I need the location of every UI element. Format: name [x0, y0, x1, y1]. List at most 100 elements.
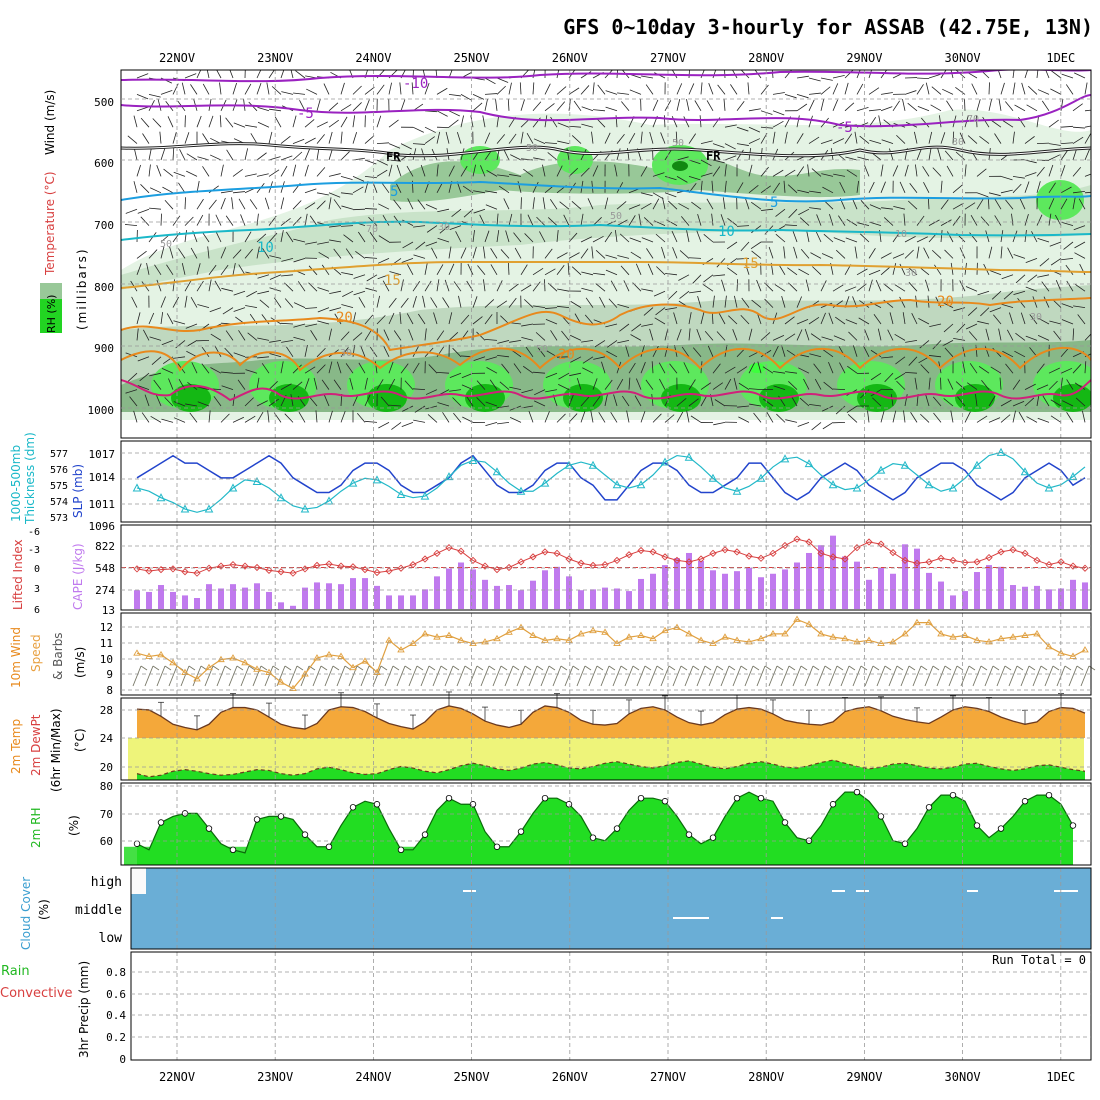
wind-barb	[756, 665, 766, 687]
li-point	[409, 561, 417, 569]
wind-barb	[748, 328, 753, 341]
wind-barb	[1060, 198, 1068, 210]
wind-barb	[376, 115, 382, 128]
wind-barb	[328, 192, 341, 198]
wind-barb	[336, 665, 346, 687]
cloud-level-low: low	[99, 931, 123, 946]
wind-barb-flag	[476, 665, 484, 671]
wind-barb	[952, 215, 961, 226]
wind-barb	[648, 665, 658, 687]
wind-barb	[214, 346, 222, 357]
wind-barb	[923, 181, 930, 193]
wind-barb	[984, 345, 990, 357]
wind-speed-point	[1069, 652, 1077, 659]
wind-barb	[580, 167, 590, 177]
rh-point	[637, 794, 645, 802]
wind-barb	[133, 148, 138, 161]
wind-barb	[621, 101, 630, 112]
wind-barb	[655, 307, 666, 316]
wind-barb	[688, 133, 697, 144]
wind-barb	[340, 176, 353, 180]
wind-barb	[269, 274, 282, 280]
wind-barb	[796, 115, 800, 128]
wind-barb	[532, 181, 539, 193]
wind-barb	[1041, 100, 1050, 112]
wind-barb	[160, 213, 162, 226]
wind-barb	[916, 215, 925, 226]
wind-barb	[940, 219, 952, 226]
wind-barb	[952, 131, 955, 144]
wind-barb	[256, 152, 267, 161]
wind-barb	[306, 88, 318, 95]
wind-barb	[844, 286, 857, 292]
wind-barb	[762, 366, 774, 374]
wind-barb	[1072, 364, 1082, 374]
wind-barb	[908, 282, 918, 292]
wind-barb-flag	[464, 665, 472, 671]
wind-barb	[352, 85, 362, 95]
wind-speed-point	[169, 658, 177, 666]
wind-barb	[208, 185, 219, 194]
wind-speed-point	[493, 634, 501, 642]
wind-barb	[271, 86, 282, 95]
wind-barb	[127, 372, 138, 382]
wind-speed-point	[361, 657, 369, 664]
wind-barb	[889, 148, 894, 161]
wind-barb	[430, 297, 438, 308]
wind-barb	[432, 665, 442, 687]
wind-barb-flag	[548, 665, 556, 671]
wind-barb	[940, 180, 943, 193]
wind-barb	[222, 307, 234, 315]
li-point	[925, 558, 933, 566]
wind-barb	[237, 379, 246, 390]
wind-barb	[244, 148, 249, 161]
thick-tick-575: 575	[50, 481, 68, 492]
wind-barb	[856, 283, 867, 292]
wind-barb	[868, 181, 875, 193]
wind-barb	[1001, 303, 1014, 308]
wind-barb	[349, 377, 354, 390]
wind-speed-point	[685, 630, 693, 637]
wind-barb	[775, 208, 786, 217]
wind-barb	[699, 115, 702, 128]
wind-barb-flag	[248, 665, 256, 671]
wind-barb	[273, 297, 282, 308]
wind-barb	[526, 132, 534, 144]
wind-barb	[412, 281, 421, 292]
wind-barb	[280, 70, 285, 79]
wind-barb	[1060, 367, 1073, 374]
wind-speed-point	[841, 634, 849, 642]
wind-barb	[761, 208, 774, 211]
wind-barb	[708, 83, 714, 95]
wind-barb-flag	[860, 665, 868, 671]
wind-barb	[146, 262, 150, 275]
wind-barb	[417, 199, 426, 210]
wind-barb	[186, 153, 198, 161]
wind-barb	[148, 312, 155, 325]
wind-barb	[969, 363, 978, 374]
rh-area	[137, 792, 1073, 865]
wind-barb	[587, 198, 594, 210]
wind-barb	[268, 131, 273, 144]
li-point	[853, 544, 861, 552]
wind-speed-point	[385, 636, 393, 643]
thickness-point	[972, 460, 982, 469]
wind-barb	[155, 394, 162, 407]
cape-bar	[1070, 579, 1076, 609]
wind-barb	[340, 192, 353, 195]
wind-barb	[557, 288, 570, 292]
wind-barb	[172, 215, 181, 226]
wind-barb	[328, 328, 332, 341]
wind-barb	[284, 413, 294, 423]
wind-barb	[634, 395, 642, 407]
cape-bar	[242, 587, 248, 609]
wind-barb	[388, 143, 401, 149]
wind-barb	[184, 73, 197, 79]
wind-barb	[852, 345, 858, 357]
wind-barb	[448, 110, 460, 117]
thick-tick-576: 576	[50, 465, 68, 476]
wind-barb	[425, 405, 438, 410]
wind-barb	[915, 164, 918, 177]
date-label: 26NOV	[552, 51, 588, 65]
wind-barb	[384, 665, 394, 687]
